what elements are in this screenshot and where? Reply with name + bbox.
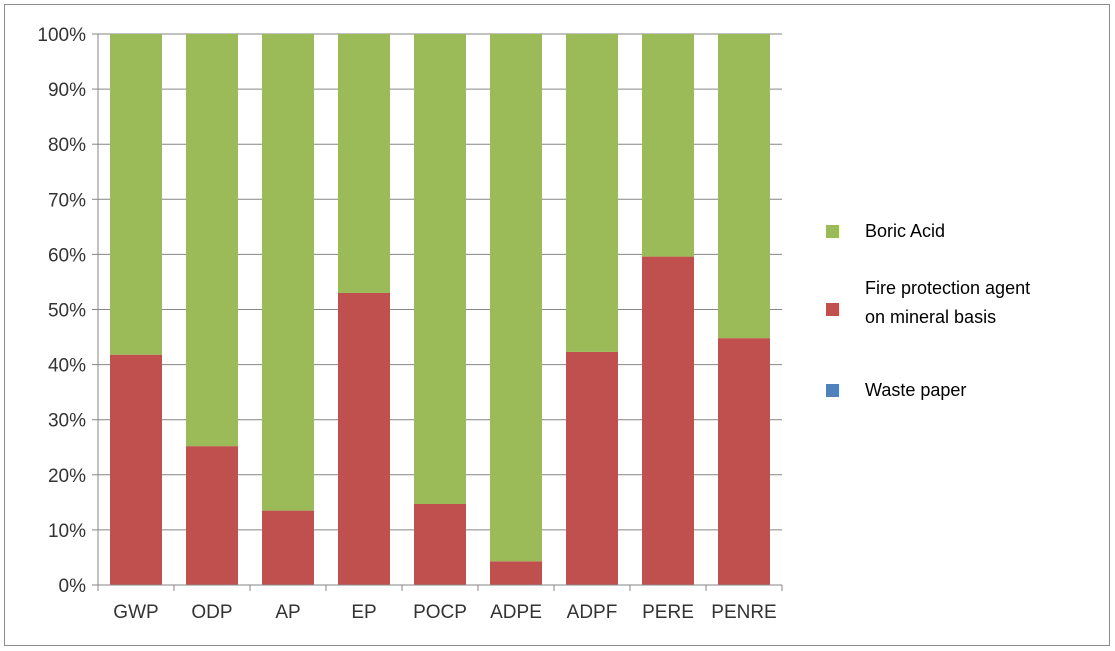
- y-tick-label: 50%: [48, 301, 86, 322]
- bar-stacks: [110, 34, 770, 585]
- x-tick-label: EP: [351, 602, 376, 623]
- bar-segment-boric-acid-odp: [186, 34, 238, 447]
- bar-segment-fire-protection-agent-on-mineral-basis-pocp: [414, 504, 466, 585]
- y-tick-label: 100%: [37, 25, 86, 46]
- bar-segment-boric-acid-ep: [338, 34, 390, 293]
- legend-swatch-boric-acid: [826, 225, 839, 238]
- bar-segment-boric-acid-adpf: [566, 34, 618, 352]
- bar-segment-fire-protection-agent-on-mineral-basis-adpf: [566, 351, 618, 585]
- legend-label-waste-paper: Waste paper: [865, 380, 966, 400]
- y-tick-label: 80%: [48, 135, 86, 156]
- y-tick-label: 40%: [48, 356, 86, 377]
- y-axis-tick-labels: 0% 10% 20% 30% 40% 50% 60% 70% 80% 90% 100%: [37, 25, 86, 597]
- y-tick-label: 90%: [48, 80, 86, 101]
- y-tick-label: 70%: [48, 190, 86, 211]
- bar-segment-fire-protection-agent-on-mineral-basis-penre: [718, 338, 770, 585]
- y-tick-label: 20%: [48, 466, 86, 487]
- bar-segment-boric-acid-gwp: [110, 34, 162, 355]
- x-tick-label: ADPF: [567, 602, 618, 623]
- legend-label-boric-acid: Boric Acid: [865, 221, 945, 241]
- bar-segment-fire-protection-agent-on-mineral-basis-odp: [186, 446, 238, 585]
- x-tick-label: ADPE: [490, 602, 542, 623]
- y-tick-label: 30%: [48, 411, 86, 432]
- legend: Boric Acid Fire protection agent on minera…: [826, 221, 1030, 400]
- legend-label-fire-protection-agent-on-mineral-basis: Fire protection agent on mineral basis: [865, 278, 1030, 327]
- x-tick-label: AP: [275, 602, 300, 623]
- bar-segment-boric-acid-pere: [642, 34, 694, 257]
- legend-swatch-waste-paper: [826, 384, 839, 397]
- y-tick-label: 60%: [48, 245, 86, 266]
- x-tick-label: PERE: [642, 602, 694, 623]
- x-tick-label: PENRE: [711, 602, 776, 623]
- bar-segment-fire-protection-agent-on-mineral-basis-gwp: [110, 354, 162, 585]
- x-tick-label: GWP: [113, 602, 158, 623]
- x-tick-label: ODP: [191, 602, 232, 623]
- bar-segment-boric-acid-ap: [262, 34, 314, 511]
- bar-segment-fire-protection-agent-on-mineral-basis-ep: [338, 292, 390, 585]
- axes: [92, 33, 783, 591]
- y-tick-label: 0%: [59, 576, 87, 597]
- bar-segment-boric-acid-pocp: [414, 34, 466, 505]
- bar-segment-fire-protection-agent-on-mineral-basis-ap: [262, 510, 314, 585]
- bar-segment-fire-protection-agent-on-mineral-basis-pere: [642, 256, 694, 585]
- bar-segment-fire-protection-agent-on-mineral-basis-adpe: [490, 561, 542, 585]
- legend-swatch-fire-protection-agent-on-mineral-basis: [826, 303, 839, 316]
- y-tick-label: 10%: [48, 521, 86, 542]
- x-axis-tick-labels: GWP ODP AP EP POCP ADPE ADPF PERE PENRE: [113, 602, 776, 623]
- x-tick-label: POCP: [413, 602, 467, 623]
- bar-segment-boric-acid-adpe: [490, 34, 542, 562]
- bar-segment-boric-acid-penre: [718, 34, 770, 339]
